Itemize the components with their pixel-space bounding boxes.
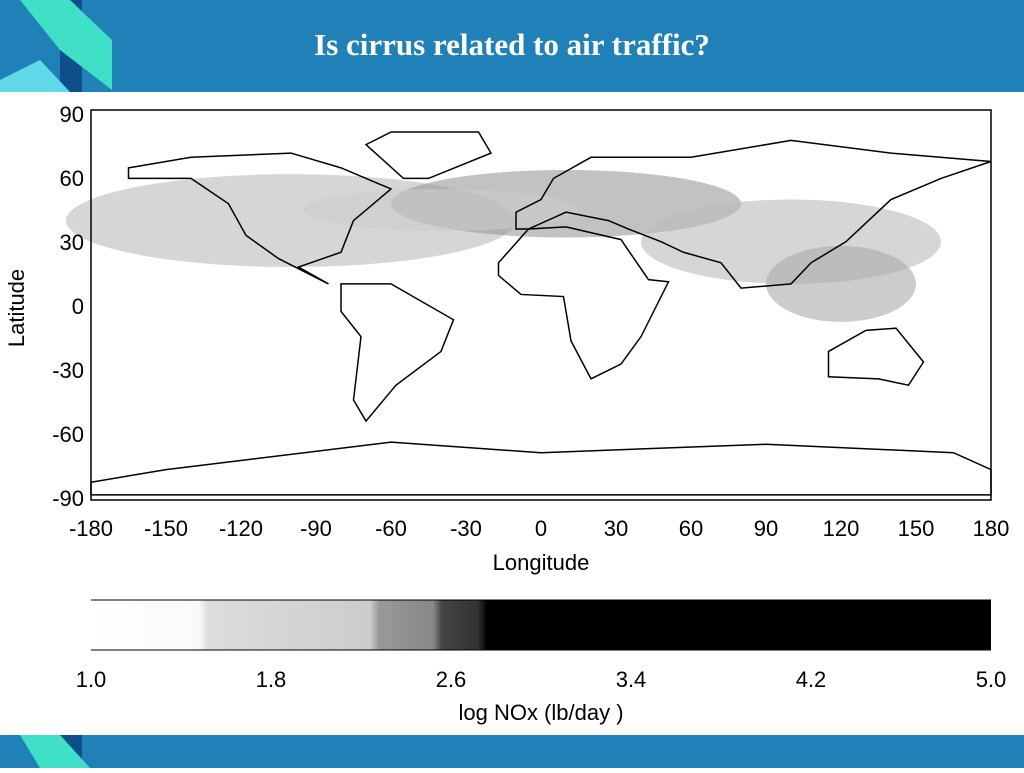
x-tick-label: 150	[898, 516, 935, 541]
landmass	[364, 131, 493, 180]
x-tick-label: 60	[679, 516, 703, 541]
y-tick-label: -90	[52, 486, 84, 511]
footer-decoration	[20, 735, 90, 768]
slide-title: Is cirrus related to air traffic?	[314, 27, 710, 62]
colorbar-tick-label: 4.2	[796, 667, 827, 692]
landmass	[515, 139, 992, 289]
colorbar-tick-label: 2.6	[436, 667, 467, 692]
colorbar-tick-label: 1.8	[256, 667, 287, 692]
footer-bar	[0, 735, 1024, 768]
colorbar-tick-label: 3.4	[616, 667, 647, 692]
x-tick-label: 180	[973, 516, 1010, 541]
colorbar-label: log NOx (lb/day )	[458, 700, 623, 725]
x-tick-label: 90	[754, 516, 778, 541]
y-tick-label: 0	[72, 294, 84, 319]
y-axis-label: Latitude	[4, 269, 29, 347]
y-tick-label: -30	[52, 358, 84, 383]
map	[66, 131, 992, 496]
colorbar-tick-label: 1.0	[76, 667, 107, 692]
landmass	[127, 152, 393, 285]
x-tick-label: -150	[144, 516, 188, 541]
x-tick-label: 30	[604, 516, 628, 541]
y-tick-label: 60	[60, 166, 84, 191]
x-tick-label: -180	[69, 516, 113, 541]
traffic-band	[766, 245, 916, 322]
x-tick-label: 0	[535, 516, 547, 541]
landmass	[497, 226, 670, 380]
y-tick-label: -60	[52, 422, 84, 447]
colorbar-tick-label: 5.0	[976, 667, 1007, 692]
landmass	[340, 283, 455, 423]
x-tick-label: 120	[823, 516, 860, 541]
colorbar	[91, 600, 991, 650]
x-tick-label: -30	[450, 516, 482, 541]
landmass	[827, 327, 925, 387]
x-tick-label: -120	[219, 516, 263, 541]
y-tick-label: 30	[60, 230, 84, 255]
y-tick-label: 90	[60, 102, 84, 127]
x-tick-label: -90	[300, 516, 332, 541]
map-frame	[90, 109, 992, 501]
corner-decoration	[0, 0, 112, 92]
header-bar	[0, 0, 1024, 92]
landmass	[90, 441, 992, 496]
x-tick-label: -60	[375, 516, 407, 541]
traffic-band	[303, 188, 579, 232]
x-axis-label: Longitude	[493, 550, 590, 575]
